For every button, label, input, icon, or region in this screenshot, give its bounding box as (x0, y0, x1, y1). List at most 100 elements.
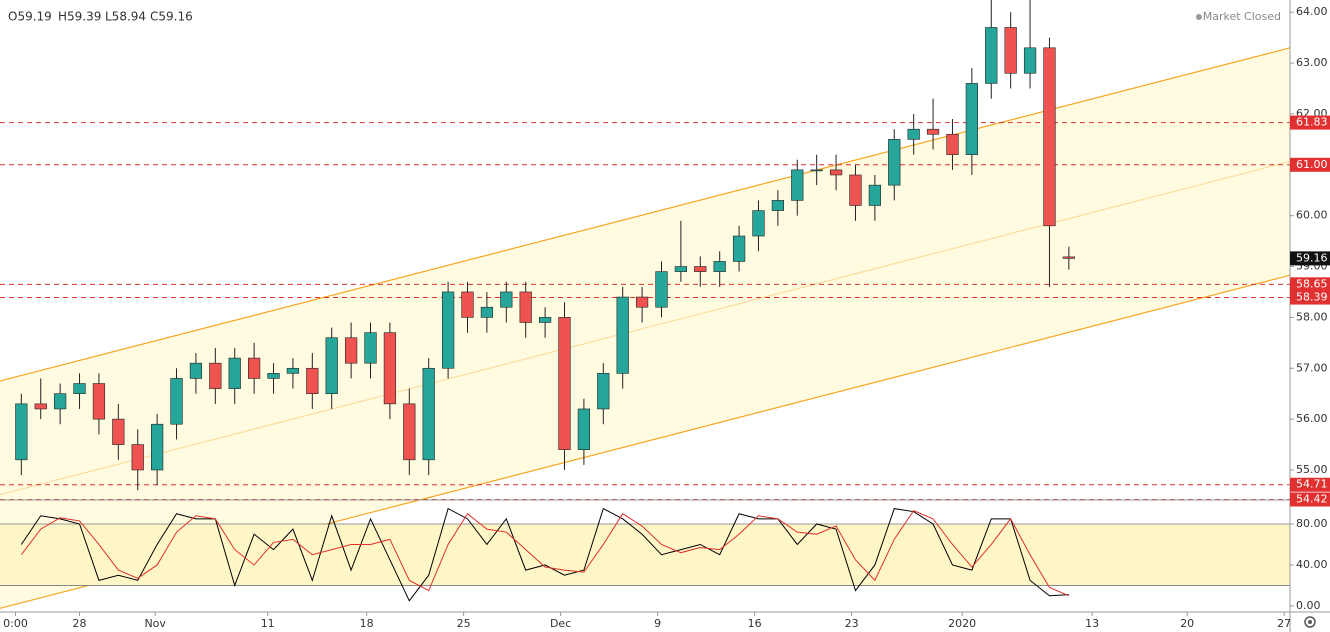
y-tick-label: 80.00 (1296, 517, 1328, 530)
x-tick-label: Nov (144, 617, 166, 630)
level-tag (1290, 157, 1330, 172)
y-tick-label: 55.00 (1296, 463, 1328, 476)
x-tick-label: 25 (457, 617, 471, 630)
x-tick-label: 18 (360, 617, 374, 630)
x-tick-label: 28 (73, 617, 87, 630)
candle-body (771, 200, 784, 211)
y-tick-label: 64.00 (1296, 5, 1328, 18)
candle-body (92, 383, 106, 420)
level-tag (1290, 277, 1330, 292)
ohlc-open: O59.19 (8, 10, 52, 24)
channel-upper (0, 47, 1291, 382)
candle-body (849, 174, 862, 206)
candle-body (248, 357, 261, 379)
candle-body (480, 306, 494, 318)
x-tick-label: Dec (550, 617, 571, 630)
candle-body (364, 332, 377, 364)
level-tag (1290, 477, 1330, 492)
x-tick-label: 11 (261, 617, 275, 630)
last-price-tag (1290, 251, 1330, 266)
candle-body (791, 169, 804, 201)
level-label: 58.65 (1296, 277, 1328, 290)
candle-body (170, 378, 183, 425)
candle-body (403, 403, 416, 461)
channel-mid (0, 161, 1291, 496)
level-label: 61.00 (1296, 158, 1328, 171)
stoch-line (20, 507, 1069, 602)
candle-body (965, 83, 978, 155)
candle-body (558, 317, 571, 450)
candle-body (946, 133, 959, 155)
candle-body (655, 271, 668, 308)
level-tag (1290, 115, 1330, 130)
candle-body (577, 408, 591, 450)
status-dot (1196, 14, 1202, 20)
candle-body (228, 357, 241, 389)
candle-body (907, 128, 920, 140)
x-tick-label: 9 (654, 617, 661, 630)
candle-body (519, 291, 532, 323)
stoch-band (0, 523, 1290, 586)
ohlc-high: H59.39 (58, 10, 101, 24)
x-tick-label: 16 (748, 617, 762, 630)
candle-body (383, 332, 397, 405)
plot-area (0, 0, 1291, 609)
candle-body (34, 403, 47, 410)
candle-body (1043, 47, 1056, 227)
candle-body (73, 383, 86, 394)
y-tick-label: 40.00 (1296, 558, 1328, 571)
settings-icon[interactable] (1304, 616, 1316, 628)
candle-body (635, 296, 649, 308)
x-tick-label: 2020 (948, 617, 976, 630)
candle-body (616, 296, 629, 374)
y-tick-label: 56.00 (1296, 412, 1328, 425)
candle-body (325, 337, 338, 394)
candle-body (829, 169, 843, 176)
candle-body (1062, 256, 1075, 259)
candle-body (422, 367, 435, 461)
x-tick-label: 13 (1085, 617, 1099, 630)
candle-body (461, 291, 474, 318)
y-tick-label: 0.00 (1296, 599, 1321, 612)
y-tick-label: 57.00 (1296, 361, 1328, 374)
level-label: 54.42 (1296, 492, 1328, 505)
level-label: 58.39 (1296, 291, 1328, 304)
candle-body (538, 317, 552, 323)
level-tag (1290, 492, 1330, 507)
ohlc-close: C59.16 (150, 10, 193, 24)
market-status: Market Closed (1203, 10, 1281, 23)
candle-body (1023, 47, 1037, 74)
candle-body (597, 373, 610, 410)
candle-body (189, 362, 203, 379)
channel-fill (0, 47, 1290, 609)
y-tick-label: 63.00 (1296, 56, 1328, 69)
candle-body (54, 393, 67, 410)
ohlc-low: L58.94 (105, 10, 146, 24)
candle-body (810, 169, 823, 172)
candle-body (131, 444, 144, 471)
stoch-line (20, 510, 1070, 597)
candle-body (344, 337, 358, 364)
level-label: 61.83 (1296, 116, 1328, 129)
candle-body (441, 291, 455, 369)
candle-body (868, 184, 881, 206)
candle-body (694, 266, 707, 272)
candle-body (286, 367, 300, 374)
level-label: 54.71 (1296, 478, 1328, 491)
x-tick-label: 27 (1277, 617, 1291, 630)
candle-body (112, 418, 125, 445)
candle-body (151, 423, 164, 471)
candle-body (732, 235, 746, 262)
candle-body (752, 210, 765, 237)
candle-body (713, 261, 726, 272)
x-tick-label: 20 (1180, 617, 1194, 630)
x-tick-label: 0:00 (3, 617, 28, 630)
candle-body (500, 291, 513, 308)
candle-body (926, 128, 940, 135)
y-tick-label: 58.00 (1296, 310, 1328, 323)
candle-body (267, 373, 280, 379)
level-tag (1290, 290, 1330, 305)
candle-body (985, 27, 998, 84)
candle-body (209, 362, 222, 389)
